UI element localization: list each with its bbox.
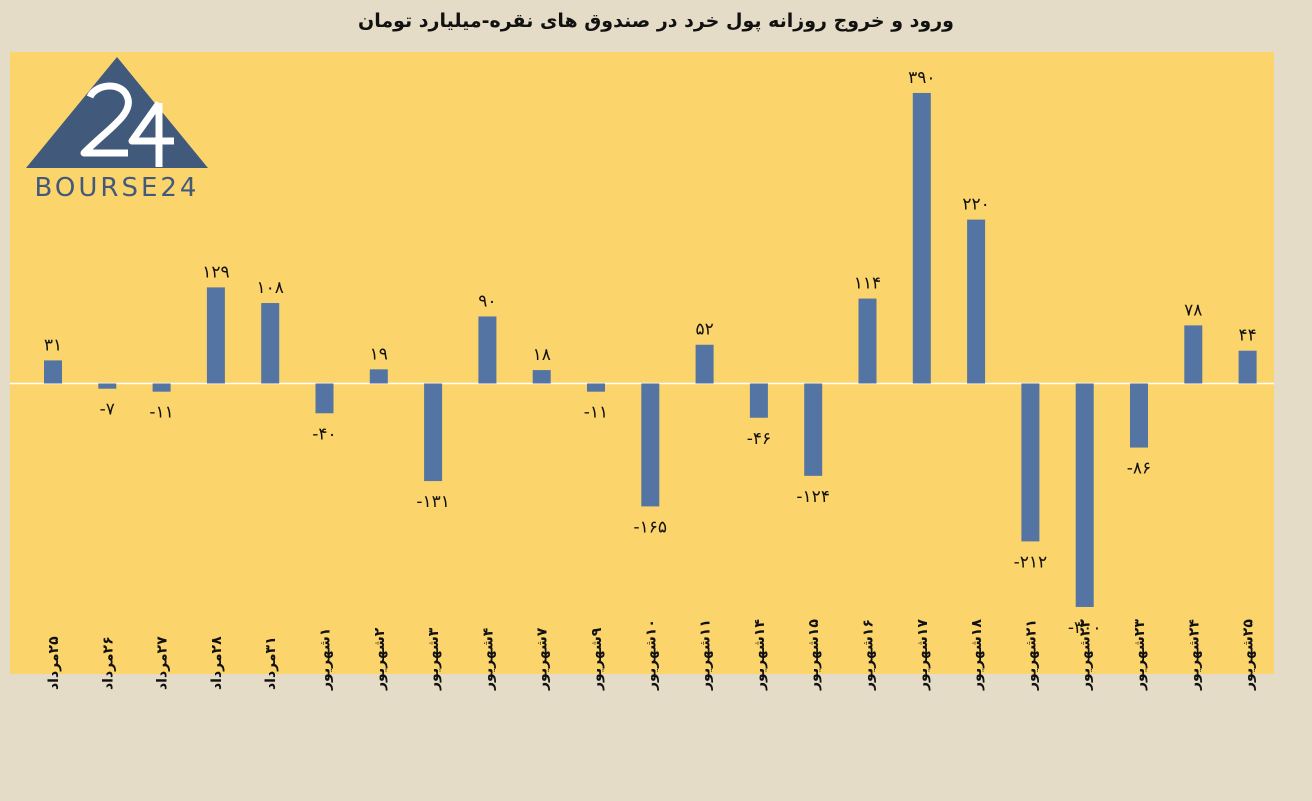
bar bbox=[804, 383, 823, 476]
data-label: ۷۸ bbox=[1184, 300, 1202, 320]
bar bbox=[261, 303, 280, 384]
bar bbox=[695, 344, 714, 384]
data-label: -۱۱ bbox=[584, 403, 608, 423]
x-tick-label: ۲۵شهریور bbox=[1241, 619, 1257, 691]
x-tick-label: ۴شهریور bbox=[480, 627, 496, 691]
bourse24-logo-icon bbox=[26, 57, 208, 168]
x-tick-label: ۱شهریور bbox=[318, 628, 334, 691]
bar bbox=[967, 219, 986, 384]
x-tick-label: ۳شهریور bbox=[426, 627, 442, 691]
data-label: -۸۶ bbox=[1127, 459, 1151, 479]
data-label: -۲۱۲ bbox=[1014, 552, 1048, 572]
data-label: ۱۹ bbox=[370, 344, 388, 364]
bar bbox=[478, 316, 497, 384]
x-tick-label: ۲۶مرداد bbox=[100, 636, 116, 690]
x-tick-label: ۹شهریور bbox=[589, 627, 605, 691]
x-tick-label: ۱۴شهریور bbox=[752, 619, 768, 691]
bar bbox=[858, 298, 877, 384]
bar bbox=[44, 360, 62, 384]
x-tick-label: ۱۷شهریور bbox=[915, 619, 931, 691]
data-label: ۵۲ bbox=[695, 320, 713, 340]
bar bbox=[1238, 350, 1257, 384]
data-label: ۱۱۴ bbox=[854, 274, 881, 294]
bar bbox=[749, 383, 768, 418]
x-tick-label: ۳۱مرداد bbox=[263, 636, 279, 690]
x-tick-label: ۲۲شهریور bbox=[1078, 619, 1094, 691]
x-tick-label: ۱۵شهریور bbox=[806, 619, 822, 691]
x-tick-label: ۱۸شهریور bbox=[969, 619, 985, 691]
data-label: ۹۰ bbox=[478, 291, 496, 311]
data-label: -۱۱ bbox=[149, 403, 173, 423]
data-label: -۱۳۱ bbox=[416, 492, 450, 512]
x-tick-label: ۲شهریور bbox=[372, 627, 388, 691]
bar bbox=[152, 383, 171, 392]
data-label: -۳۰۰ bbox=[1068, 618, 1102, 638]
bar bbox=[424, 383, 443, 482]
x-tick-label: ۱۶شهریور bbox=[861, 619, 877, 691]
bar bbox=[369, 369, 388, 384]
data-label: ۳۹۰ bbox=[908, 68, 935, 88]
bar bbox=[641, 383, 660, 507]
x-tick-label: ۱۰شهریور bbox=[643, 619, 659, 691]
x-tick-label: ۲۸مرداد bbox=[209, 636, 225, 690]
data-label: ۴۴ bbox=[1238, 326, 1256, 346]
x-tick-label: ۲۱شهریور bbox=[1023, 619, 1039, 691]
bar bbox=[912, 92, 931, 384]
bar bbox=[1075, 383, 1094, 607]
data-label: ۱۲۹ bbox=[202, 262, 229, 282]
data-label: ۳۱ bbox=[44, 335, 62, 355]
data-label: ۲۲۰ bbox=[962, 195, 989, 215]
data-label: -۴۶ bbox=[747, 429, 771, 449]
x-tick-label: ۷شهریور bbox=[535, 627, 551, 691]
data-label: ۱۰۸ bbox=[256, 278, 283, 298]
data-label: ۱۸ bbox=[533, 345, 551, 365]
data-label: -۴۰ bbox=[312, 424, 336, 444]
logo-wordmark: BOURSE24 bbox=[34, 173, 200, 203]
bar bbox=[98, 383, 117, 389]
bar bbox=[532, 370, 551, 384]
data-label: -۱۶۵ bbox=[634, 517, 668, 537]
data-label: -۷ bbox=[100, 400, 115, 420]
x-tick-label: ۲۳شهریور bbox=[1132, 619, 1148, 691]
x-tick-label: ۲۴شهریور bbox=[1186, 619, 1202, 691]
data-label: -۱۲۴ bbox=[796, 487, 830, 507]
bar bbox=[1021, 383, 1040, 542]
chart-title: ورود و خروج روزانه پول خرد در صندوق های … bbox=[358, 10, 954, 32]
bar bbox=[587, 383, 605, 392]
bar bbox=[1130, 383, 1148, 448]
bar bbox=[1184, 325, 1203, 384]
bar bbox=[206, 287, 225, 384]
x-tick-label: ۲۷مرداد bbox=[155, 636, 171, 690]
x-tick-label: ۱۱شهریور bbox=[698, 619, 714, 691]
bar bbox=[315, 383, 334, 414]
x-tick-label: ۲۵مرداد bbox=[46, 636, 62, 690]
